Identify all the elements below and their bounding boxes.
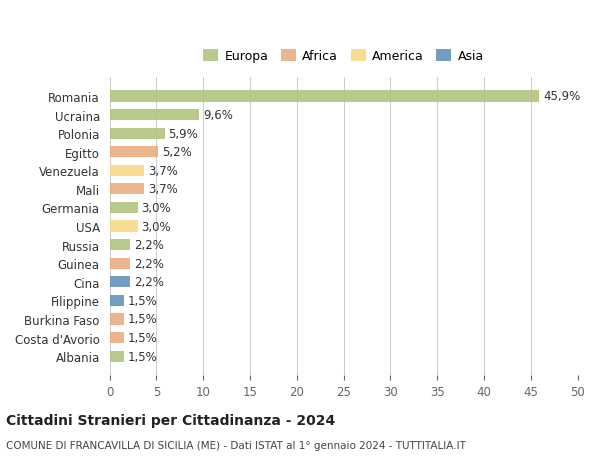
Text: 45,9%: 45,9%: [543, 90, 580, 103]
Text: 2,2%: 2,2%: [134, 276, 164, 289]
Text: 2,2%: 2,2%: [134, 257, 164, 270]
Text: 5,9%: 5,9%: [169, 127, 199, 140]
Text: COMUNE DI FRANCAVILLA DI SICILIA (ME) - Dati ISTAT al 1° gennaio 2024 - TUTTITAL: COMUNE DI FRANCAVILLA DI SICILIA (ME) - …: [6, 440, 466, 450]
Bar: [110, 91, 539, 102]
Bar: [110, 184, 144, 195]
Bar: [110, 332, 124, 343]
Bar: [110, 165, 144, 176]
Bar: [110, 240, 130, 251]
Text: 1,5%: 1,5%: [127, 350, 157, 363]
Bar: [110, 147, 158, 158]
Bar: [110, 221, 137, 232]
Text: Cittadini Stranieri per Cittadinanza - 2024: Cittadini Stranieri per Cittadinanza - 2…: [6, 413, 335, 427]
Text: 9,6%: 9,6%: [203, 109, 233, 122]
Bar: [110, 351, 124, 362]
Bar: [110, 313, 124, 325]
Legend: Europa, Africa, America, Asia: Europa, Africa, America, Asia: [199, 45, 489, 68]
Bar: [110, 128, 165, 140]
Text: 1,5%: 1,5%: [127, 313, 157, 326]
Bar: [110, 295, 124, 306]
Bar: [110, 277, 130, 288]
Text: 3,0%: 3,0%: [142, 202, 171, 214]
Bar: [110, 258, 130, 269]
Text: 3,7%: 3,7%: [148, 164, 178, 177]
Text: 5,2%: 5,2%: [162, 146, 192, 159]
Bar: [110, 202, 137, 213]
Text: 1,5%: 1,5%: [127, 294, 157, 307]
Bar: [110, 110, 199, 121]
Text: 1,5%: 1,5%: [127, 331, 157, 344]
Text: 3,0%: 3,0%: [142, 220, 171, 233]
Text: 2,2%: 2,2%: [134, 239, 164, 252]
Text: 3,7%: 3,7%: [148, 183, 178, 196]
